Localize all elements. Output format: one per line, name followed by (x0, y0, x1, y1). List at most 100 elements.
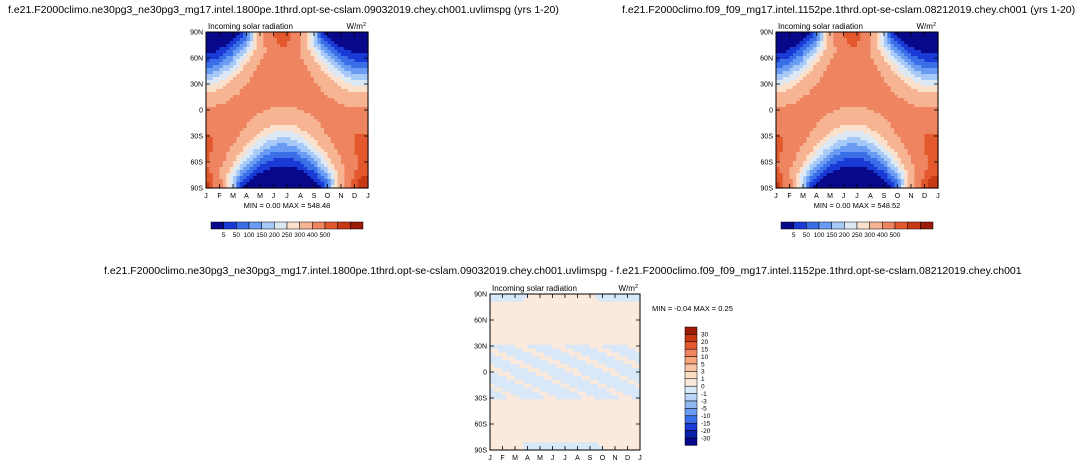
heatmap-cell (314, 80, 318, 84)
heatmap-cell (843, 161, 848, 165)
heatmap-cell (361, 149, 366, 153)
heatmap-cell (253, 44, 258, 48)
heatmap-cell (786, 68, 791, 72)
heatmap-cell (310, 158, 315, 162)
heatmap-cell (216, 74, 221, 78)
heatmap-cell (324, 182, 329, 186)
heatmap-cell (266, 119, 271, 123)
heatmap-cell (324, 107, 329, 111)
heatmap-cell (344, 113, 349, 117)
heatmap-cell (863, 155, 868, 159)
heatmap-cell (816, 44, 821, 48)
heatmap-cell (330, 158, 335, 162)
heatmap-cell (850, 182, 855, 186)
heatmap-cell (887, 83, 892, 87)
heatmap-cell (341, 158, 345, 162)
heatmap-cell (927, 122, 932, 126)
heatmap-cell (853, 164, 858, 168)
heatmap-cell (823, 80, 828, 84)
heatmap-cell (853, 170, 858, 174)
heatmap-cell (361, 170, 366, 174)
heatmap-cell (840, 65, 845, 69)
heatmap-cell (904, 128, 909, 132)
heatmap-cell (273, 155, 278, 159)
heatmap-cell (897, 182, 902, 186)
heatmap-cell (823, 65, 828, 69)
heatmap-cell (287, 77, 291, 81)
heatmap-cell (300, 134, 305, 138)
heatmap-cell (320, 50, 325, 54)
heatmap-cell (351, 152, 356, 156)
heatmap-cell (341, 125, 345, 129)
heatmap-cell (206, 125, 210, 129)
heatmap-cell (846, 71, 851, 75)
heatmap-cell (297, 86, 302, 90)
heatmap-cell (921, 122, 926, 126)
heatmap-cell (863, 32, 868, 36)
heatmap-cell (364, 131, 369, 135)
heatmap-cell (846, 164, 851, 168)
heatmap-cell (917, 128, 922, 132)
heatmap-cell (931, 65, 936, 69)
heatmap-cell (877, 167, 882, 171)
heatmap-cell (260, 35, 264, 39)
heatmap-cell (307, 179, 312, 183)
heatmap-cell (236, 53, 241, 57)
heatmap-cell (823, 56, 828, 60)
heatmap-cell (256, 35, 261, 39)
heatmap-cell (880, 35, 885, 39)
heatmap-cell (310, 53, 315, 57)
heatmap-cell (297, 101, 302, 105)
heatmap-cell (833, 47, 838, 51)
heatmap-cell (799, 173, 804, 177)
heatmap-cell (867, 104, 872, 108)
heatmap-cell (351, 95, 356, 99)
heatmap-cell (293, 110, 298, 114)
heatmap-cell (803, 110, 807, 114)
heatmap-cell (243, 71, 248, 75)
heatmap-cell (364, 35, 369, 39)
heatmap-cell (354, 161, 359, 165)
heatmap-cell (799, 125, 804, 129)
heatmap-cell (836, 44, 841, 48)
heatmap-cell (233, 38, 237, 42)
heatmap-cell (344, 56, 349, 60)
heatmap-cell (911, 86, 915, 90)
heatmap-cell (846, 68, 851, 72)
heatmap-cell (351, 149, 356, 153)
heatmap-cell (324, 71, 329, 75)
heatmap-cell (361, 50, 366, 54)
heatmap-cell (796, 44, 801, 48)
heatmap-cell (263, 128, 268, 132)
heatmap-cell (243, 137, 248, 141)
heatmap-cell (799, 89, 804, 93)
heatmap-cell (222, 83, 227, 87)
heatmap-cell (904, 38, 909, 42)
heatmap-cell (226, 155, 231, 159)
heatmap-cell (931, 47, 936, 51)
heatmap-cell (779, 59, 784, 63)
heatmap-cell (857, 62, 861, 66)
heatmap-cell (884, 53, 888, 57)
heatmap-cell (857, 89, 861, 93)
heatmap-cell (873, 155, 878, 159)
heatmap-cell (830, 107, 834, 111)
heatmap-cell (354, 182, 359, 186)
heatmap-cell (216, 146, 221, 150)
heatmap-cell (297, 185, 302, 189)
heatmap-cell (826, 50, 831, 54)
heatmap-cell (900, 173, 905, 177)
heatmap-cell (853, 167, 858, 171)
heatmap-cell (860, 47, 865, 51)
heatmap-cell (857, 32, 861, 36)
heatmap-cell (263, 104, 268, 108)
heatmap-cell (867, 161, 872, 165)
heatmap-cell (361, 182, 366, 186)
heatmap-cell (887, 77, 892, 81)
heatmap-cell (327, 95, 332, 99)
heatmap-cell (786, 185, 791, 189)
heatmap-cell (853, 119, 858, 123)
heatmap-cell (364, 146, 369, 150)
heatmap-cell (823, 122, 828, 126)
heatmap-cell (280, 98, 285, 102)
